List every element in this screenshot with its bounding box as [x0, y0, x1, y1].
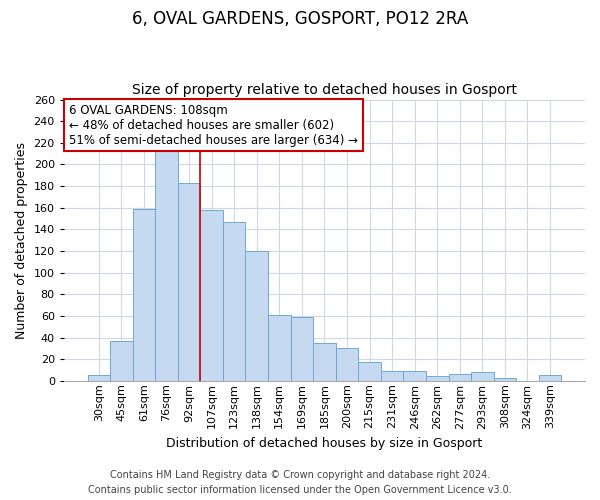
Bar	[426, 376, 449, 381]
Bar	[335, 348, 358, 381]
Y-axis label: Number of detached properties: Number of detached properties	[15, 142, 28, 338]
Bar	[178, 183, 200, 381]
Bar	[200, 210, 223, 381]
Bar	[471, 372, 494, 381]
Bar	[358, 362, 381, 381]
Bar	[268, 315, 290, 381]
Bar	[133, 209, 155, 381]
Bar	[449, 374, 471, 381]
Bar	[381, 371, 403, 381]
Bar	[403, 371, 426, 381]
Bar	[539, 376, 562, 381]
Bar	[245, 251, 268, 381]
Title: Size of property relative to detached houses in Gosport: Size of property relative to detached ho…	[132, 83, 517, 97]
Text: 6 OVAL GARDENS: 108sqm
← 48% of detached houses are smaller (602)
51% of semi-de: 6 OVAL GARDENS: 108sqm ← 48% of detached…	[69, 104, 358, 147]
Bar	[313, 343, 335, 381]
Bar	[155, 145, 178, 381]
Bar	[290, 317, 313, 381]
X-axis label: Distribution of detached houses by size in Gosport: Distribution of detached houses by size …	[166, 437, 482, 450]
Bar	[110, 340, 133, 381]
Bar	[223, 222, 245, 381]
Text: Contains HM Land Registry data © Crown copyright and database right 2024.
Contai: Contains HM Land Registry data © Crown c…	[88, 470, 512, 495]
Text: 6, OVAL GARDENS, GOSPORT, PO12 2RA: 6, OVAL GARDENS, GOSPORT, PO12 2RA	[132, 10, 468, 28]
Bar	[88, 376, 110, 381]
Bar	[494, 378, 516, 381]
